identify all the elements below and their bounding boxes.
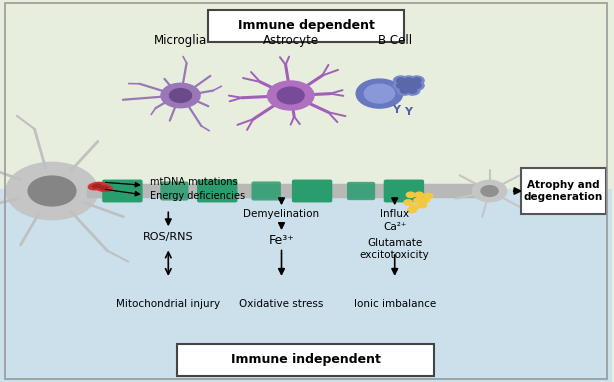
FancyBboxPatch shape: [292, 180, 332, 202]
Circle shape: [405, 83, 413, 88]
Circle shape: [402, 81, 416, 90]
Text: Immune independent: Immune independent: [231, 353, 381, 366]
Circle shape: [408, 88, 417, 93]
Text: Glutamate
excitotoxicity: Glutamate excitotoxicity: [360, 238, 430, 260]
Text: Fe³⁺: Fe³⁺: [268, 234, 295, 247]
Text: Demyelination: Demyelination: [243, 209, 319, 219]
Circle shape: [6, 162, 98, 220]
Circle shape: [410, 205, 419, 210]
Ellipse shape: [100, 186, 108, 190]
FancyBboxPatch shape: [347, 182, 375, 200]
Circle shape: [405, 86, 420, 95]
FancyBboxPatch shape: [102, 180, 142, 202]
Text: Y: Y: [404, 107, 412, 117]
Text: ROS/RNS: ROS/RNS: [143, 232, 193, 242]
FancyBboxPatch shape: [384, 180, 424, 202]
Circle shape: [481, 186, 498, 196]
Circle shape: [278, 87, 304, 104]
Circle shape: [405, 78, 413, 83]
Circle shape: [28, 176, 76, 206]
Circle shape: [169, 89, 192, 102]
Circle shape: [400, 88, 409, 93]
Text: Y: Y: [392, 105, 400, 115]
Circle shape: [397, 83, 405, 88]
Circle shape: [413, 83, 421, 88]
FancyBboxPatch shape: [87, 184, 476, 198]
Circle shape: [414, 198, 422, 203]
Circle shape: [268, 81, 314, 110]
FancyBboxPatch shape: [521, 168, 607, 214]
Circle shape: [410, 76, 424, 85]
Text: Influx
Ca²⁺: Influx Ca²⁺: [380, 209, 410, 232]
Circle shape: [397, 86, 412, 95]
Text: Atrophy and
degeneration: Atrophy and degeneration: [524, 180, 603, 202]
Circle shape: [161, 83, 200, 108]
Bar: [0, 189, 612, 382]
Circle shape: [421, 197, 430, 202]
Text: Oxidative stress: Oxidative stress: [239, 299, 324, 309]
Ellipse shape: [88, 182, 105, 190]
FancyBboxPatch shape: [197, 180, 238, 202]
Circle shape: [402, 76, 416, 85]
FancyBboxPatch shape: [177, 344, 435, 376]
Circle shape: [364, 84, 395, 103]
Text: B Cell: B Cell: [378, 34, 412, 47]
Circle shape: [415, 192, 424, 197]
Circle shape: [413, 78, 421, 83]
Circle shape: [356, 79, 403, 108]
Text: Microglia: Microglia: [154, 34, 207, 47]
FancyBboxPatch shape: [252, 181, 281, 201]
Circle shape: [408, 207, 416, 213]
Ellipse shape: [93, 184, 101, 188]
Text: Immune dependent: Immune dependent: [238, 19, 375, 32]
Circle shape: [404, 200, 413, 205]
Text: Mitochondrial injury: Mitochondrial injury: [116, 299, 220, 309]
FancyBboxPatch shape: [208, 10, 404, 42]
Circle shape: [394, 76, 408, 85]
Text: mtDNA mutations
Energy deficiencies: mtDNA mutations Energy deficiencies: [150, 178, 245, 201]
Bar: [0, 0, 612, 189]
Ellipse shape: [96, 185, 112, 191]
Text: Ionic imbalance: Ionic imbalance: [354, 299, 436, 309]
Circle shape: [418, 202, 427, 208]
Circle shape: [472, 180, 507, 202]
Circle shape: [410, 81, 424, 90]
Circle shape: [397, 78, 405, 83]
Circle shape: [394, 81, 408, 90]
Circle shape: [424, 193, 433, 199]
Text: Astrocyte: Astrocyte: [263, 34, 319, 47]
FancyBboxPatch shape: [160, 181, 188, 201]
Circle shape: [406, 192, 415, 197]
